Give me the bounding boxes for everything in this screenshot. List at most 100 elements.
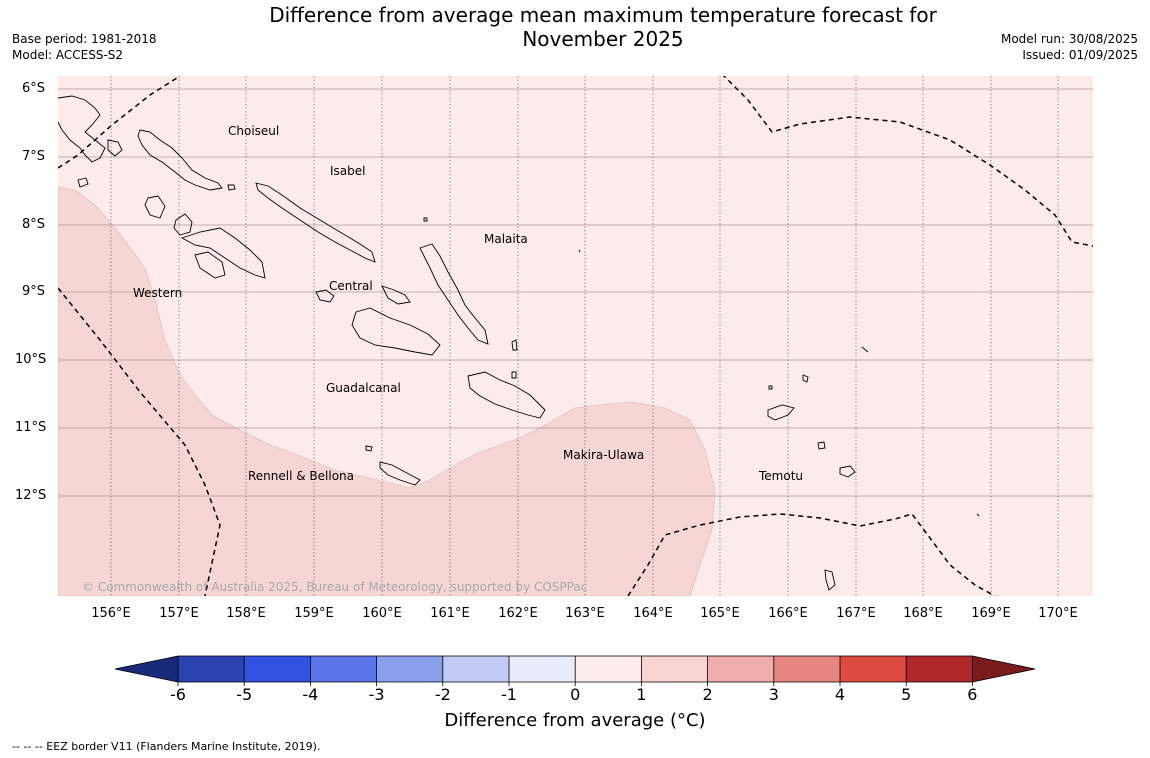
lat-label-9s: 9°S <box>22 284 46 299</box>
lat-label-7s: 7°S <box>22 149 46 164</box>
eez-borders <box>58 76 1093 596</box>
lon-label-159e: 159°E <box>294 606 334 621</box>
lon-label-167e: 167°E <box>836 606 876 621</box>
vanikoro-coast <box>839 465 856 478</box>
colorbar-segment <box>906 656 973 682</box>
colorbar-extend-low <box>115 656 178 682</box>
region-temotu: Temotu <box>758 469 803 483</box>
makira-coast <box>467 371 546 419</box>
ulawa-islet-2 <box>511 371 517 379</box>
colorbar-tick-label: 3 <box>768 685 779 704</box>
lat-label-11s: 11°S <box>15 420 47 435</box>
vella-lavella-coast <box>144 195 166 219</box>
region-western: Western <box>133 286 182 300</box>
colorbar-tick-label: 5 <box>901 685 912 704</box>
region-isabel: Isabel <box>330 164 365 178</box>
colorbar-tick-label: 0 <box>570 685 581 704</box>
duff-islands <box>861 346 869 353</box>
colorbar-segment <box>840 656 907 682</box>
eez-border-south <box>627 513 996 596</box>
colorbar-tick-label: -1 <box>501 685 517 704</box>
lon-label-156e: 156°E <box>91 606 131 621</box>
island-coastlines <box>58 95 980 591</box>
region-makira: Makira-Ulawa <box>563 448 644 462</box>
lon-label-157e: 157°E <box>159 606 199 621</box>
longitude-gridlines <box>110 76 1059 596</box>
lon-label-170e: 170°E <box>1038 606 1078 621</box>
russell-coast <box>315 289 335 303</box>
rennell-coast <box>379 461 421 486</box>
region-central: Central <box>329 279 373 293</box>
florida-coast <box>381 285 411 305</box>
lon-label-165e: 165°E <box>700 606 740 621</box>
colorbar-tick-label: -3 <box>368 685 385 704</box>
latitude-gridlines <box>58 88 1093 497</box>
reef-islands <box>802 374 809 383</box>
anomaly-fill-1-2 <box>58 186 716 596</box>
copyright-notice: © Commonwealth of Australia 2025, Bureau… <box>82 580 588 594</box>
rendova-coast <box>194 251 226 279</box>
map-title: Difference from average mean maximum tem… <box>0 3 1150 51</box>
anuta-isle <box>976 513 980 517</box>
lon-label-163e: 163°E <box>565 606 605 621</box>
colorbar-segment <box>641 656 709 682</box>
colorbar-segment <box>509 656 576 682</box>
region-guadalcanal: Guadalcanal <box>326 381 401 395</box>
ndeni-coast <box>767 404 795 421</box>
guadalcanal-coast <box>351 307 441 356</box>
bellona-coast <box>365 445 373 452</box>
region-labels: Choiseul Isabel Malaita Western Central … <box>133 124 803 483</box>
colorbar-label: Difference from average (°C) <box>444 710 706 731</box>
choiseul-coast <box>137 129 223 191</box>
malaita-coast <box>419 243 489 345</box>
colorbar-tick-label: 2 <box>702 685 713 704</box>
meta-left: Base period: 1981-2018 Model: ACCESS-S2 <box>12 31 157 63</box>
colorbar-segment <box>707 656 775 682</box>
base-period: Base period: 1981-2018 <box>12 32 157 46</box>
region-choiseul: Choiseul <box>228 124 279 138</box>
eez-border-west <box>58 287 221 596</box>
colorbar-segment <box>773 656 841 682</box>
colorbar-tick-label: -4 <box>302 685 319 704</box>
lat-label-8s: 8°S <box>22 217 46 232</box>
meta-right: Model run: 30/08/2025 Issued: 01/09/2025 <box>1001 31 1138 63</box>
lat-label-10s: 10°S <box>15 352 47 367</box>
colorbar-segment <box>244 656 311 682</box>
choiseul-islet <box>227 184 236 191</box>
isabel-coast <box>255 182 376 263</box>
colorbar-tick-label: 1 <box>636 685 647 704</box>
lon-label-169e: 169°E <box>971 606 1011 621</box>
colorbar-segment <box>310 656 378 682</box>
region-malaita: Malaita <box>484 232 528 246</box>
lon-label-166e: 166°E <box>768 606 808 621</box>
new-georgia-coast <box>180 227 266 279</box>
eez-border-note: -- -- -- EEZ border V11 (Flanders Marine… <box>12 740 321 753</box>
lon-label-164e: 164°E <box>633 606 673 621</box>
lat-label-12s: 12°S <box>15 488 47 503</box>
colorbar-tick-label: -5 <box>236 685 253 704</box>
kolombangara-coast <box>173 213 193 236</box>
title-line-2: November 2025 <box>522 27 684 51</box>
lon-label-161e: 161°E <box>430 606 470 621</box>
small-islet-a <box>423 217 428 222</box>
colorbar-tick-label: 4 <box>834 685 846 704</box>
title-line-1: Difference from average mean maximum tem… <box>269 3 937 27</box>
colorbar-segment <box>442 656 510 682</box>
small-islet-b <box>768 385 773 390</box>
lon-label-160e: 160°E <box>362 606 402 621</box>
utupua-coast <box>817 441 826 450</box>
sikaiana-isle <box>578 249 581 253</box>
ulawa-coast <box>511 339 518 351</box>
issued-date: Issued: 01/09/2025 <box>1022 48 1138 62</box>
model-run: Model run: 30/08/2025 <box>1000 32 1138 46</box>
model-name: Model: ACCESS-S2 <box>12 48 124 62</box>
colorbar-tick-label: -2 <box>434 685 451 704</box>
shortland-coast <box>77 177 89 188</box>
colorbar-extend-high <box>972 656 1035 682</box>
colorbar-segment <box>376 656 444 682</box>
colorbar-tick-label: 6 <box>967 685 978 704</box>
bougainville-coast <box>58 95 106 163</box>
region-rennell: Rennell & Bellona <box>248 469 354 483</box>
lat-label-6s: 6°S <box>22 81 46 96</box>
